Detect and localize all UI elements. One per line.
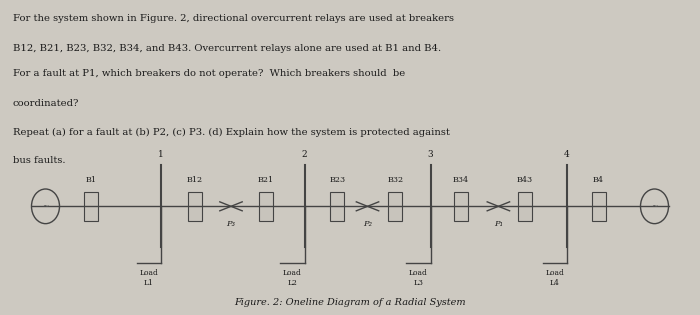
Text: B12: B12 [186,176,203,184]
Text: P₂: P₂ [363,220,372,228]
Text: B1: B1 [85,176,97,184]
Text: B21: B21 [258,176,274,184]
Text: coordinated?: coordinated? [13,99,79,108]
Text: 3: 3 [428,150,433,159]
Text: B12, B21, B23, B32, B34, and B43. Overcurrent relays alone are used at B1 and B4: B12, B21, B23, B32, B34, and B43. Overcu… [13,44,441,53]
Text: B4: B4 [593,176,604,184]
Bar [389,192,402,220]
Bar [592,192,606,220]
Text: For the system shown in Figure. 2, directional overcurrent relays are used at br: For the system shown in Figure. 2, direc… [13,14,454,23]
Text: B43: B43 [517,176,533,184]
Text: B23: B23 [329,176,346,184]
Text: 1: 1 [158,150,164,159]
Text: P₃: P₃ [227,220,235,228]
Bar [188,192,202,220]
Text: 2: 2 [302,150,307,159]
Text: 4: 4 [564,150,570,159]
Text: ~: ~ [651,202,658,211]
Text: Load
L1: Load L1 [139,269,158,287]
Text: B34: B34 [452,176,469,184]
Bar [259,192,273,220]
Text: For a fault at P1, which breakers do not operate?  Which breakers should  be: For a fault at P1, which breakers do not… [13,69,405,78]
Text: Load
L4: Load L4 [545,269,564,287]
Text: Repeat (a) for a fault at (b) P2, (c) P3. (d) Explain how the system is protecte: Repeat (a) for a fault at (b) P2, (c) P3… [13,128,449,137]
Text: Figure. 2: Oneline Diagram of a Radial System: Figure. 2: Oneline Diagram of a Radial S… [234,298,466,307]
Text: Load
L3: Load L3 [409,269,428,287]
Text: B32: B32 [387,176,404,184]
Text: Load
L2: Load L2 [283,269,302,287]
Text: bus faults.: bus faults. [13,156,65,165]
Bar [330,192,344,220]
Bar [518,192,532,220]
Bar [454,192,468,220]
Bar [84,192,98,220]
Text: P₁: P₁ [494,220,503,228]
Text: ~: ~ [42,202,49,211]
